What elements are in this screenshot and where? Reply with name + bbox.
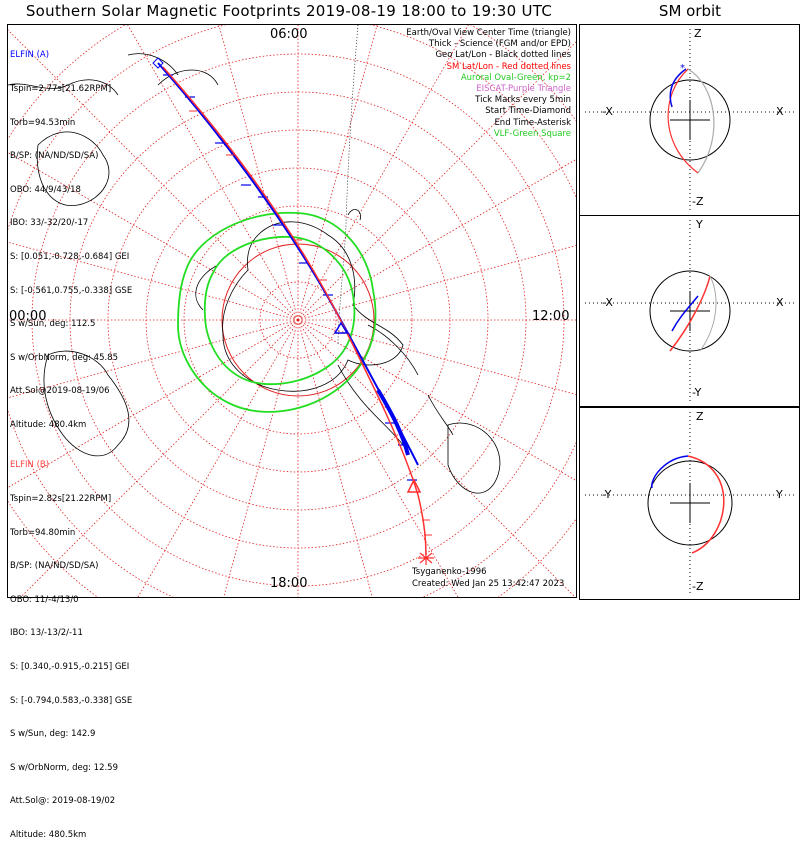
legend-item: VLF-Green Square	[493, 128, 571, 139]
elfin-b-line: B/SP: (NA/ND/SD/SA)	[10, 561, 99, 572]
elfin-a-line: IBO: 33/-32/20/-17	[10, 218, 89, 229]
legend-item: Auroral Oval-Green, kp=2	[460, 72, 571, 83]
sm-lon-line	[297, 41, 576, 321]
sm-lon-line	[8, 319, 299, 488]
orbit-yz-plot	[585, 412, 794, 594]
legend-item: Earth/Oval View Center Time (triangle)	[406, 28, 571, 38]
elfin-a-line: Att.Sol@2019-08-19/06	[10, 386, 110, 397]
elfin-a-view-center-triangle	[333, 321, 349, 334]
clock-label-top: 06:00	[270, 27, 308, 42]
sm-lon-line	[297, 319, 459, 597]
elfin-a-info: ELFIN (A) Tspin=2.77s[21.62RPM] Torb=94.…	[10, 28, 132, 454]
sm-lon-line	[20, 319, 299, 597]
sm-lon-line	[8, 29, 299, 321]
orbit-xz-plot: *	[585, 29, 794, 211]
footprint-map-panel: 06:00 00:00 12:00 18:00 ELFIN (A) Tspin=…	[7, 24, 577, 840]
elfin-b-line: Att.Sol@: 2019-08-19/02	[10, 796, 116, 807]
clock-label-right: 12:00	[532, 309, 570, 324]
sm-lon-line	[297, 25, 378, 321]
legend-item: Tick Marks every 5min	[475, 95, 571, 106]
sm-orbit-title: SM orbit	[658, 2, 722, 20]
coastlines	[8, 53, 501, 494]
axis-label-left: -X	[602, 296, 613, 309]
legend-item: SM Lat/Lon - Red dotted lines	[446, 61, 571, 72]
sm-lon-line	[297, 319, 576, 395]
sm-orbit-yz-panel: Z -Z -Y Y	[579, 407, 800, 600]
sm-orbit-xy-panel: Y -Y -X X	[579, 215, 800, 407]
elfin-a-line: S w/Sun, deg: 112.5	[10, 319, 96, 330]
model-credit: Tsyganenko-1996	[412, 567, 487, 577]
axis-label-left: -Y	[602, 488, 612, 501]
auroral-oval	[177, 211, 377, 413]
axis-label-right: X	[776, 105, 784, 118]
axis-label-bottom: -Z	[692, 195, 704, 208]
axis-label-top: Z	[696, 410, 704, 423]
elfin-a-line: S w/OrbNorm, deg: 45.85	[10, 352, 119, 363]
elfin-b-line: IBO: 13/-13/2/-11	[10, 628, 83, 639]
created-timestamp: Created: Wed Jan 25 13:42:47 2023	[412, 579, 565, 589]
axis-label-bottom: -Z	[692, 580, 704, 593]
elfin-a-name: ELFIN (A)	[10, 50, 50, 61]
plot-title: Southern Solar Magnetic Footprints 2019-…	[25, 2, 553, 20]
elfin-b-view-center-triangle	[406, 478, 422, 493]
sm-lat-circle	[259, 281, 337, 359]
axis-label-right: X	[776, 296, 784, 309]
axis-label-top: Y	[696, 218, 703, 231]
elfin-b-info: ELFIN (B) Tspin=2.82s[21.22RPM] Torb=94.…	[10, 438, 132, 864]
clock-label-bottom: 18:00	[270, 576, 308, 591]
elfin-b-end-asterisk	[418, 551, 434, 565]
elfin-b-line: OBO: 11/-4/13/0	[10, 594, 79, 605]
sm-lon-line	[218, 25, 299, 321]
legend-item: EISCAT-Purple Triangle	[476, 83, 571, 94]
elfin-b-line: S w/Sun, deg: 142.9	[10, 729, 96, 740]
axis-label-top: Z	[694, 27, 702, 40]
legend-item: Start Time-Diamond	[485, 106, 571, 117]
elfin-b-line: S: [0.340,-0.915,-0.215] GEI	[10, 661, 130, 672]
legend: Earth/Oval View Center Time (triangle) T…	[406, 28, 571, 140]
axis-label-bottom: -Y	[692, 386, 702, 399]
clock-label-left: 00:00	[9, 309, 47, 324]
sm-lon-line	[8, 152, 299, 321]
elfin-a-line: Torb=94.53min	[10, 117, 76, 128]
axis-label-right: Y	[776, 488, 783, 501]
elfin-a-line: S: [0.051,-0.728,-0.684] GEI	[10, 251, 130, 262]
elfin-b-line: S: [-0.794,0.583,-0.338] GSE	[10, 695, 133, 706]
orbit-xy-plot	[585, 220, 794, 402]
sm-latlon-grid	[8, 25, 576, 597]
footprint-map	[8, 25, 576, 597]
sm-lon-line	[297, 319, 576, 597]
elfin-a-science-track	[376, 388, 410, 456]
legend-item: Geo Lat/Lon - Black dotted lines	[435, 50, 571, 61]
elfin-a-line: OBO: 44/9/43/18	[10, 184, 81, 195]
sm-lon-line	[137, 319, 299, 597]
elfin-a-track	[157, 62, 419, 466]
sm-orbit-xz-panel: * Z -Z -X X	[579, 24, 800, 216]
elfin-b-tick-marks	[189, 110, 432, 536]
elfin-b-line: Tspin=2.82s[21.22RPM]	[10, 494, 112, 504]
axis-label-left: -X	[602, 105, 613, 118]
svg-text:*: *	[680, 63, 685, 74]
elfin-a-start-diamond	[152, 57, 164, 69]
sm-lon-line	[8, 241, 299, 321]
elfin-a-line: B/SP: (NA/ND/SD/SA)	[10, 151, 99, 162]
elfin-b-line: Altitude: 480.5km	[10, 829, 87, 840]
elfin-b-line: S w/OrbNorm, deg: 12.59	[10, 762, 119, 773]
geo-latlon-grid	[337, 25, 359, 346]
sm-lon-line	[297, 245, 576, 321]
elfin-b-line: Torb=94.80min	[10, 527, 76, 538]
elfin-b-track	[162, 66, 427, 556]
legend-item: Thick - Science (FGM and/or EPD)	[428, 39, 571, 50]
elfin-a-line: S: [-0.561,0.755,-0.338] GSE	[10, 285, 133, 296]
elfin-a-line: Tspin=2.77s[21.62RPM]	[10, 84, 112, 94]
sm-lat-circle	[183, 205, 413, 435]
legend-item: End Time-Asterisk	[494, 117, 571, 128]
sm-lon-line	[223, 319, 299, 597]
sm-lon-line	[297, 319, 576, 481]
elfin-b-name: ELFIN (B)	[10, 460, 50, 471]
elfin-a-line: Altitude: 480.4km	[10, 419, 87, 430]
sm-lon-line	[8, 319, 299, 399]
sm-lon-line	[297, 159, 576, 321]
